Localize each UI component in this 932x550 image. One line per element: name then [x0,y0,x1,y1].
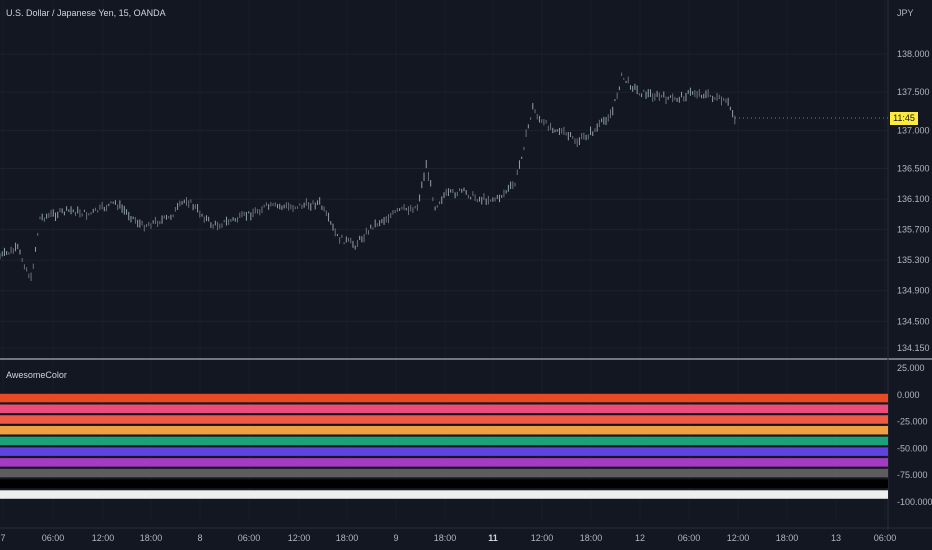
price-tick-label: 137.500 [897,87,930,97]
time-tick-label: 7 [0,533,5,543]
indicator-band [0,436,888,446]
indicator-band [0,490,888,499]
time-tick-label: 12 [635,533,645,543]
time-tick-label: 06:00 [678,533,701,543]
time-tick-label: 12:00 [727,533,750,543]
price-tick-label: 136.500 [897,164,930,174]
indicator-tick-label: 0.000 [897,390,920,400]
time-tick-label: 18:00 [580,533,603,543]
indicator-band [0,393,888,403]
price-tag: 11:45 [890,112,918,125]
time-tick-label: 12:00 [531,533,554,543]
time-tick-label: 06:00 [238,533,261,543]
time-tick-label: 11 [488,533,498,543]
price-tick-label: 137.000 [897,125,930,135]
time-tick-label: 18:00 [336,533,359,543]
time-tick-label: 12:00 [92,533,115,543]
price-tick-label: 135.700 [897,225,930,235]
symbol-title: U.S. Dollar / Japanese Yen, 15, OANDA [6,8,166,18]
indicator-name: AwesomeColor [6,370,67,380]
price-tick-label: 134.500 [897,316,930,326]
indicator-band [0,458,888,467]
indicator-band [0,479,888,489]
indicator-tick-label: -100.000 [897,497,932,507]
time-tick-label: 18:00 [140,533,163,543]
indicator-tick-label: -25.000 [897,417,928,427]
indicator-band [0,404,888,414]
indicator-tick-label: -50.000 [897,443,928,453]
price-tick-label: 134.150 [897,343,930,353]
time-tick-label: 06:00 [874,533,897,543]
time-tick-label: 8 [197,533,202,543]
price-tick-label: 135.300 [897,255,930,265]
time-tick-label: 12:00 [288,533,311,543]
indicator-tick-label: 25.000 [897,363,925,373]
currency-label: JPY [897,8,914,18]
price-tick-label: 136.100 [897,194,930,204]
time-tick-label: 18:00 [434,533,457,543]
time-tick-label: 18:00 [776,533,799,543]
price-tick-label: 134.900 [897,286,930,296]
indicator-tick-label: -75.000 [897,470,928,480]
indicator-band [0,415,888,424]
price-tick-label: 138.000 [897,49,930,59]
indicator-band [0,468,888,478]
indicator-band [0,425,888,435]
indicator-band [0,447,888,456]
time-tick-label: 13 [831,533,841,543]
time-tick-label: 9 [393,533,398,543]
time-tick-label: 06:00 [42,533,65,543]
